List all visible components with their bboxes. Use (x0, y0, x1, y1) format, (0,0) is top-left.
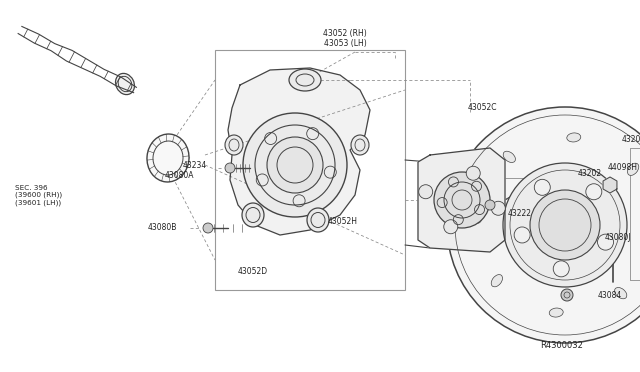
Ellipse shape (242, 203, 264, 227)
Circle shape (598, 234, 614, 250)
Ellipse shape (627, 163, 639, 176)
Text: 43052H: 43052H (328, 218, 358, 227)
Circle shape (267, 137, 323, 193)
Circle shape (447, 107, 640, 343)
Circle shape (203, 223, 213, 233)
Text: 43207: 43207 (622, 135, 640, 144)
Circle shape (466, 166, 480, 180)
Text: R4300032: R4300032 (540, 340, 583, 350)
Circle shape (434, 172, 490, 228)
Ellipse shape (116, 73, 134, 94)
Ellipse shape (351, 135, 369, 155)
Ellipse shape (225, 135, 243, 155)
Text: 43052D: 43052D (238, 267, 268, 276)
Circle shape (485, 200, 495, 210)
Text: 43084: 43084 (598, 291, 622, 299)
Text: 43080A: 43080A (165, 170, 195, 180)
Text: 43222: 43222 (508, 208, 532, 218)
Bar (215, 50, 405, 290)
Ellipse shape (289, 69, 321, 91)
Circle shape (561, 289, 573, 301)
Ellipse shape (307, 208, 329, 232)
Circle shape (492, 201, 506, 215)
Text: 43202: 43202 (578, 169, 602, 177)
Text: 44098H: 44098H (608, 164, 638, 173)
Text: 43052 (RH)
43053 (LH): 43052 (RH) 43053 (LH) (323, 29, 367, 48)
Circle shape (514, 227, 530, 243)
Text: 43052C: 43052C (468, 103, 497, 112)
Ellipse shape (567, 133, 580, 142)
Circle shape (534, 179, 550, 195)
Circle shape (586, 184, 602, 200)
Ellipse shape (473, 209, 482, 223)
Ellipse shape (492, 275, 502, 287)
Text: 43234: 43234 (183, 160, 207, 170)
Circle shape (444, 220, 458, 234)
Polygon shape (228, 68, 370, 235)
Text: 43080B: 43080B (148, 224, 177, 232)
Polygon shape (603, 177, 617, 193)
Text: SEC. 396
(39600 (RH))
(39601 (LH)): SEC. 396 (39600 (RH)) (39601 (LH)) (15, 185, 62, 206)
Polygon shape (418, 148, 505, 252)
Circle shape (553, 261, 569, 277)
Ellipse shape (503, 151, 515, 163)
Ellipse shape (147, 134, 189, 182)
Circle shape (503, 163, 627, 287)
Ellipse shape (614, 288, 627, 299)
Ellipse shape (549, 308, 563, 317)
Circle shape (530, 190, 600, 260)
Circle shape (243, 113, 347, 217)
Circle shape (419, 185, 433, 199)
Text: 43080J: 43080J (605, 234, 632, 243)
Circle shape (225, 163, 235, 173)
